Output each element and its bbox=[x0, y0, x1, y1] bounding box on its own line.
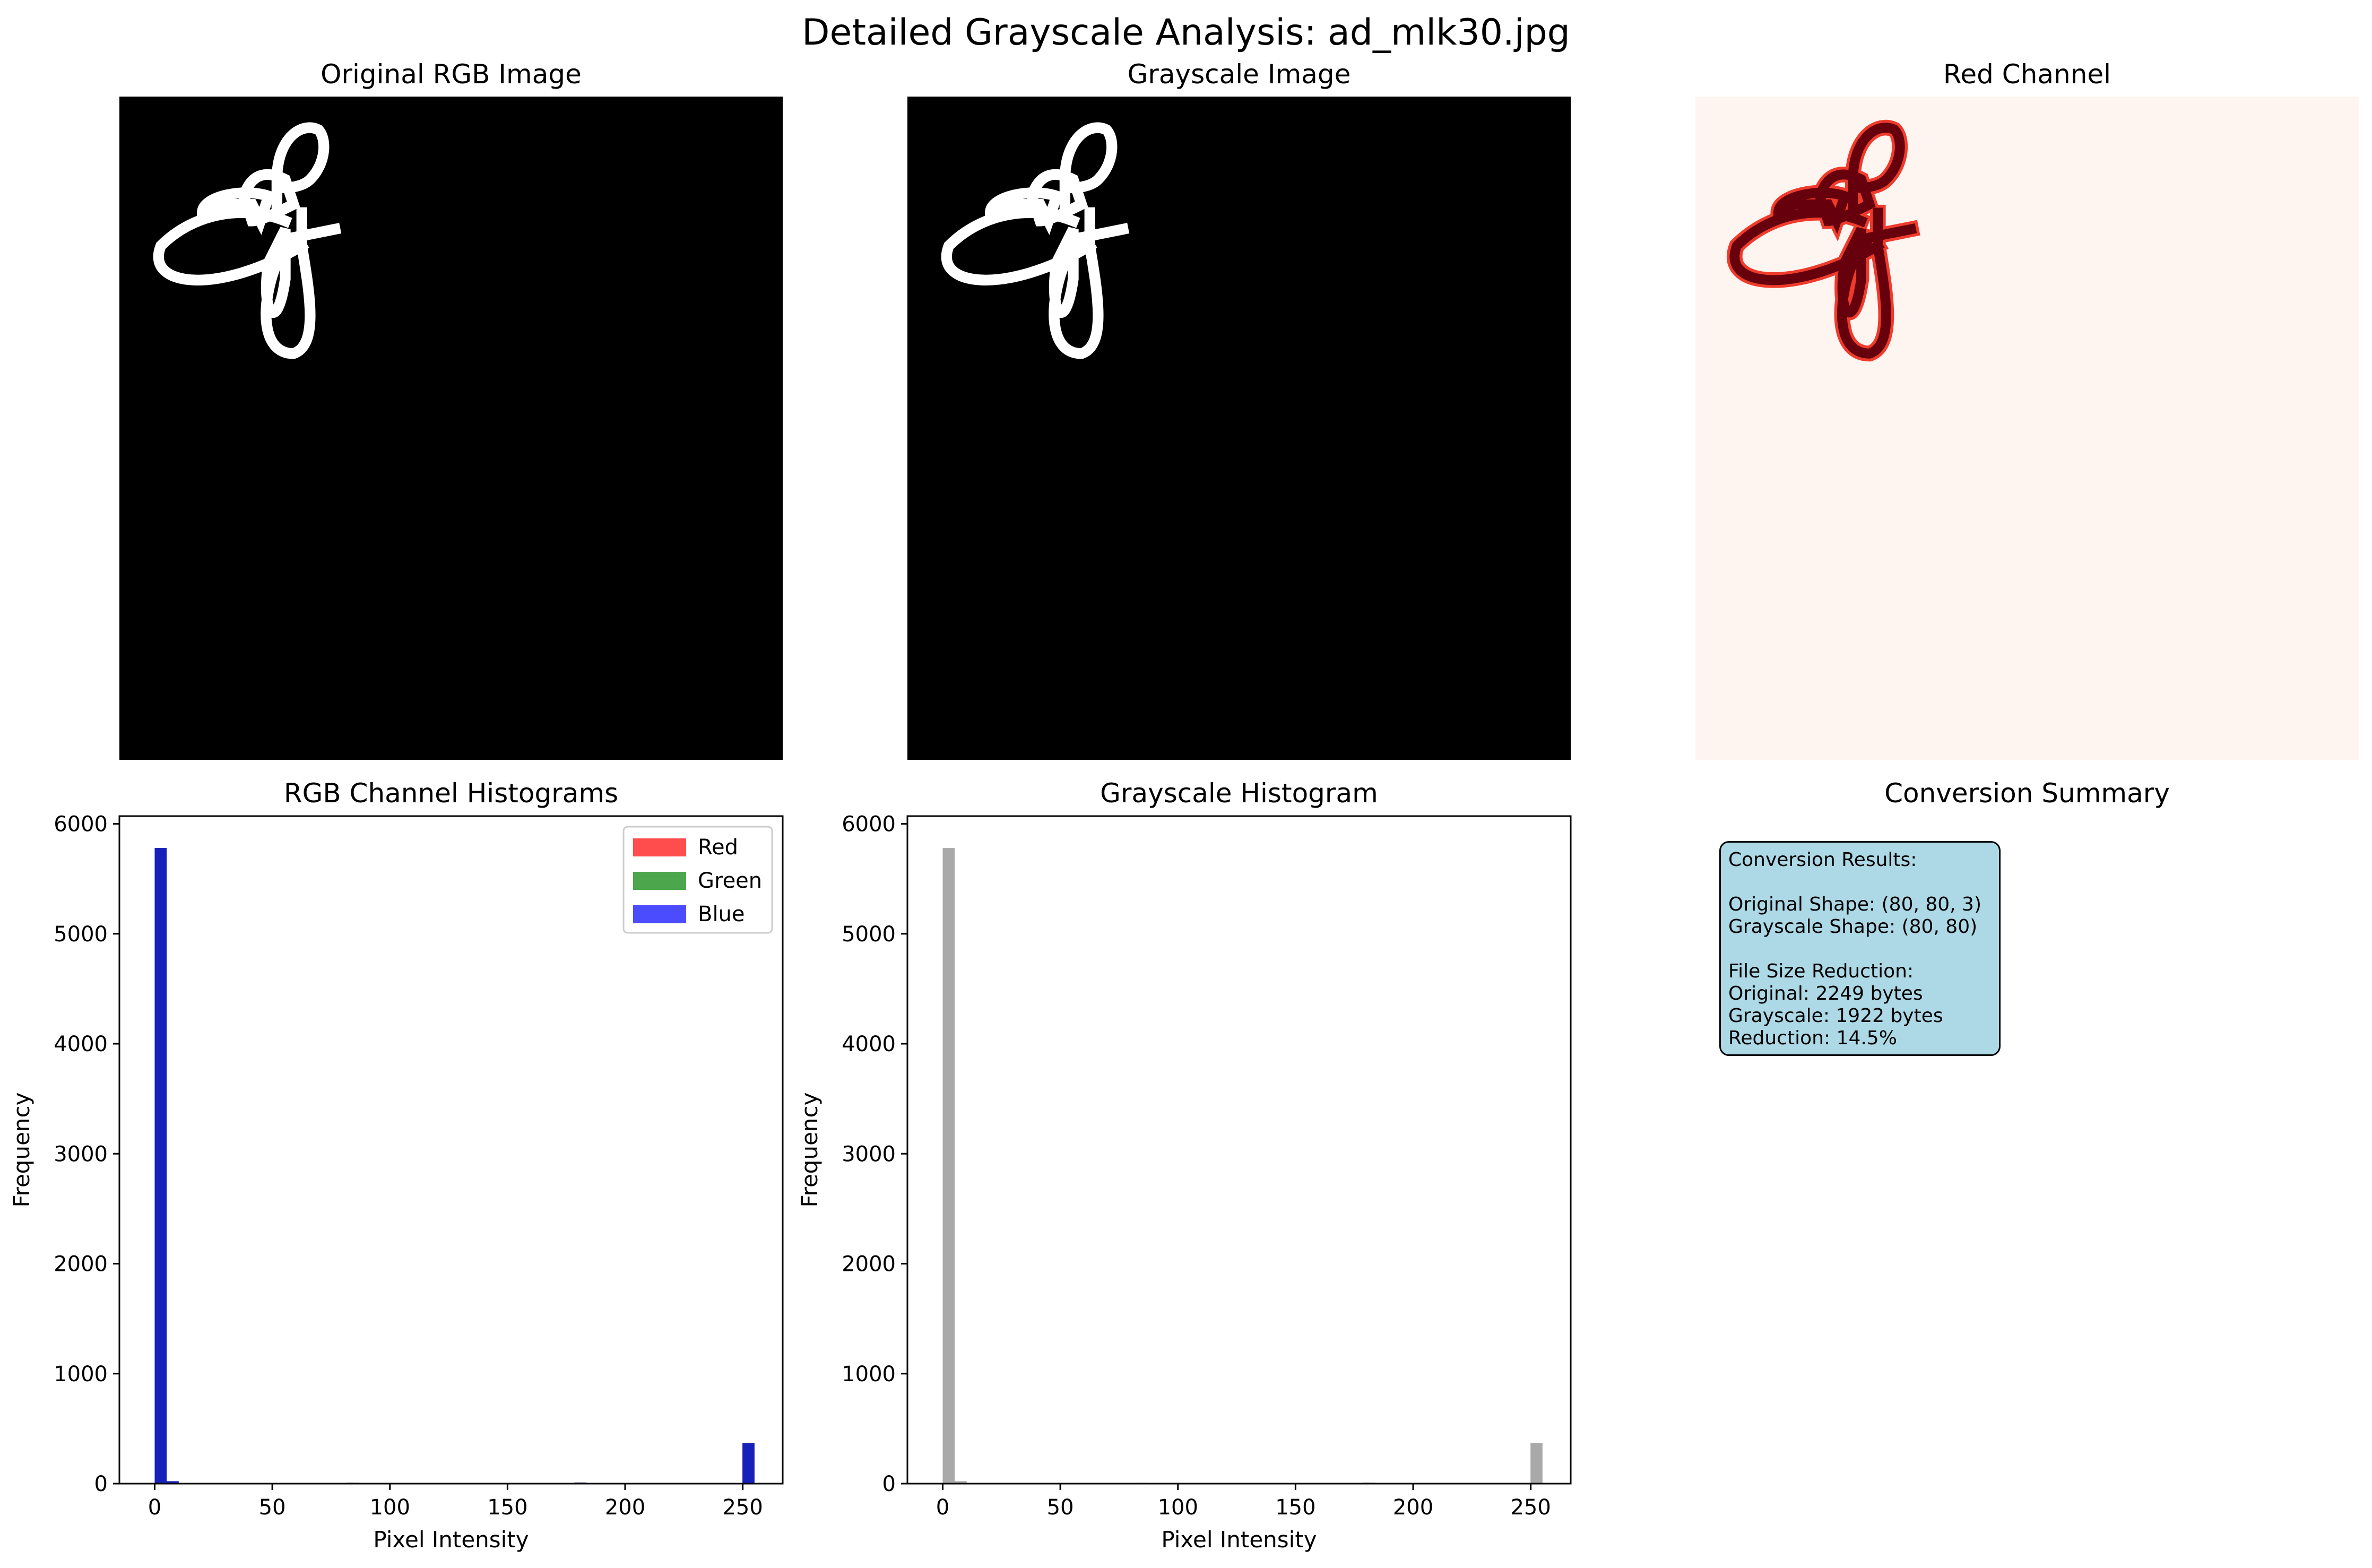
histogram-bar bbox=[942, 848, 955, 1484]
x-axis-label: Pixel Intensity bbox=[1161, 1527, 1317, 1553]
x-tick-label: 0 bbox=[148, 1495, 161, 1520]
legend-label: Green bbox=[698, 869, 762, 893]
y-tick-label: 5000 bbox=[842, 922, 896, 947]
y-tick-label: 1000 bbox=[54, 1362, 108, 1387]
axes-frame bbox=[118, 815, 784, 1485]
histogram-bar bbox=[742, 1443, 755, 1484]
x-tick-label: 50 bbox=[1047, 1495, 1074, 1520]
x-tick-label: 100 bbox=[1158, 1495, 1198, 1520]
axes-frame bbox=[906, 815, 1572, 1485]
y-tick-label: 0 bbox=[882, 1472, 896, 1496]
legend-swatch bbox=[633, 872, 686, 890]
rgb-histogram-title: RGB Channel Histograms bbox=[283, 778, 619, 809]
y-tick-label: 3000 bbox=[842, 1142, 896, 1166]
x-tick-label: 250 bbox=[722, 1495, 763, 1520]
y-tick-label: 4000 bbox=[54, 1032, 108, 1056]
x-tick-label: 0 bbox=[936, 1495, 949, 1520]
grayscale-histogram-title: Grayscale Histogram bbox=[1100, 778, 1378, 809]
histogram-bar bbox=[955, 1481, 967, 1484]
y-tick-label: 2000 bbox=[54, 1252, 108, 1277]
legend-label: Red bbox=[698, 835, 738, 860]
y-tick-label: 4000 bbox=[842, 1032, 896, 1056]
red-channel-image bbox=[1695, 97, 2359, 760]
rgb-histogram-chart: 0 50 100 150 200 250 0 1000 2000 3000 4000 5000 6000… bbox=[8, 812, 784, 1553]
x-axis-label: Pixel Intensity bbox=[373, 1527, 529, 1553]
y-tick-label: 5000 bbox=[54, 922, 108, 947]
original-image-title: Original RGB Image bbox=[321, 59, 582, 90]
histogram-bar bbox=[167, 1481, 179, 1484]
x-tick-label: 100 bbox=[370, 1495, 410, 1520]
original-rgb-image bbox=[119, 97, 783, 760]
x-tick-label: 50 bbox=[259, 1495, 286, 1520]
legend-swatch bbox=[633, 905, 686, 923]
red-channel-title: Red Channel bbox=[1943, 59, 2111, 90]
conversion-summary-title: Conversion Summary bbox=[1884, 778, 2170, 809]
x-tick-label: 200 bbox=[1393, 1495, 1433, 1520]
legend-swatch bbox=[633, 838, 686, 856]
y-tick-label: 1000 bbox=[842, 1362, 896, 1387]
y-tick-label: 2000 bbox=[842, 1252, 896, 1277]
histogram-bar bbox=[1530, 1443, 1543, 1484]
grayscale-image-title: Grayscale Image bbox=[1127, 59, 1351, 90]
y-tick-label: 6000 bbox=[54, 812, 108, 837]
x-tick-label: 200 bbox=[605, 1495, 645, 1520]
conversion-summary-box: Conversion Results: Original Shape: (80,… bbox=[1719, 841, 2001, 1056]
y-axis-label: Frequency bbox=[797, 1093, 823, 1208]
figure-title: Detailed Grayscale Analysis: ad_mlk30.jp… bbox=[802, 12, 1570, 54]
histogram-bar bbox=[154, 848, 167, 1484]
x-tick-label: 150 bbox=[487, 1495, 527, 1520]
y-tick-label: 6000 bbox=[842, 812, 896, 837]
legend-label: Blue bbox=[698, 902, 745, 926]
x-tick-label: 150 bbox=[1275, 1495, 1315, 1520]
y-tick-label: 3000 bbox=[54, 1142, 108, 1166]
grayscale-histogram-chart: 0 50 100 150 200 250 0 1000 2000 3000 4000 5000 6000… bbox=[797, 812, 1572, 1553]
y-axis-label: Frequency bbox=[8, 1093, 34, 1208]
grayscale-image bbox=[907, 97, 1571, 760]
y-tick-label: 0 bbox=[94, 1472, 108, 1496]
x-tick-label: 250 bbox=[1510, 1495, 1551, 1520]
legend: Red Green Blue bbox=[622, 826, 773, 934]
